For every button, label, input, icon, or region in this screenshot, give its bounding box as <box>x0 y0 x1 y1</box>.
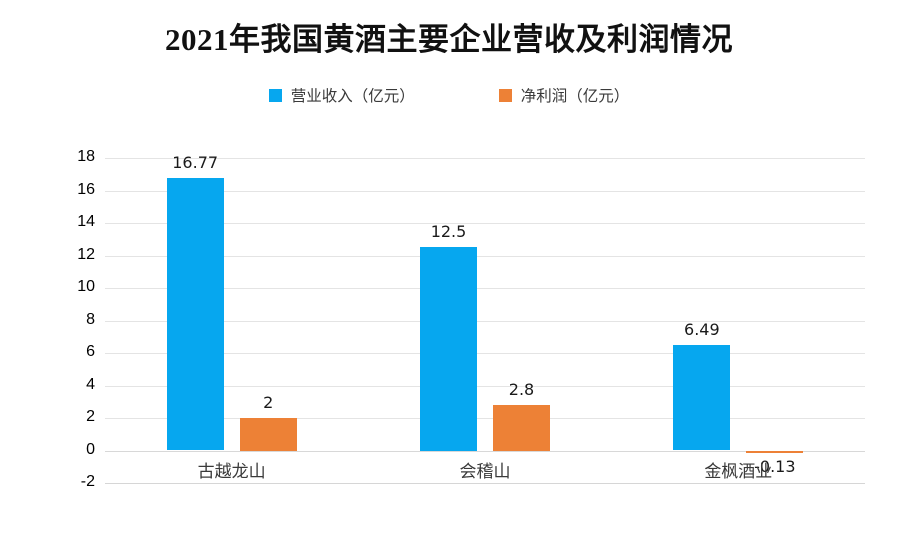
gridline <box>105 353 865 354</box>
legend-swatch-revenue <box>268 88 282 102</box>
bar-profit[interactable] <box>746 450 804 453</box>
y-axis-tick-label: 18 <box>77 148 95 165</box>
y-axis-tick-label: 16 <box>77 180 95 198</box>
gridline <box>105 450 865 452</box>
y-axis-tick-label: 14 <box>77 213 95 230</box>
legend-label-profit: 净利润（亿元） <box>520 87 630 105</box>
y-axis-tick-label: 6 <box>86 343 95 360</box>
y-axis-tick-label: -2 <box>80 473 95 490</box>
bar-profit[interactable] <box>493 405 550 451</box>
gridline <box>105 320 865 322</box>
gridline <box>105 158 865 159</box>
bar-value-label: 2.8 <box>508 380 535 399</box>
legend-item-revenue[interactable]: 营业收入（亿元） <box>268 84 415 106</box>
x-axis-category-label: 金枫酒业 <box>704 462 773 482</box>
gridline <box>105 385 865 387</box>
legend-item-profit[interactable]: 净利润（亿元） <box>498 84 630 106</box>
bar-value-label: 2 <box>263 393 274 412</box>
bar-revenue[interactable] <box>420 247 477 451</box>
gridline <box>105 483 865 484</box>
bar-revenue[interactable] <box>673 345 731 451</box>
bar-value-label: -0.13 <box>754 456 796 476</box>
gridline <box>105 190 865 192</box>
y-axis-tick-label: 10 <box>77 278 95 295</box>
y-axis-tick-label: 8 <box>86 310 95 328</box>
gridline <box>105 418 865 419</box>
y-axis-tick-label: 12 <box>77 245 95 263</box>
gridline <box>105 288 865 289</box>
chart-legend: 营业收入（亿元） 净利润（亿元） <box>0 84 898 106</box>
y-axis-tick-label: 0 <box>86 440 95 458</box>
bar-value-label: 6.49 <box>684 320 720 340</box>
chart-title: 2021年我国黄酒主要企业营收及利润情况 <box>165 22 733 57</box>
legend-label-revenue: 营业收入（亿元） <box>290 87 415 105</box>
bar-profit[interactable] <box>239 418 297 451</box>
gridline <box>105 255 865 257</box>
gridline <box>105 223 865 224</box>
x-axis-category-label: 会稽山 <box>459 462 511 482</box>
plot-area: 18 16 14 12 10 8 6 4 2 0 -2 16.77 2 古越龙山 12.5 2.8 会稽山 6.4… <box>77 148 865 490</box>
bar-revenue[interactable] <box>166 177 224 451</box>
bar-value-label: 16.77 <box>172 153 219 172</box>
x-axis-category-label: 古越龙山 <box>197 462 266 482</box>
legend-swatch-profit <box>498 88 512 102</box>
y-axis-tick-label: 2 <box>86 408 95 425</box>
bar-value-label: 12.5 <box>430 222 467 242</box>
y-axis-tick-label: 4 <box>86 375 95 393</box>
